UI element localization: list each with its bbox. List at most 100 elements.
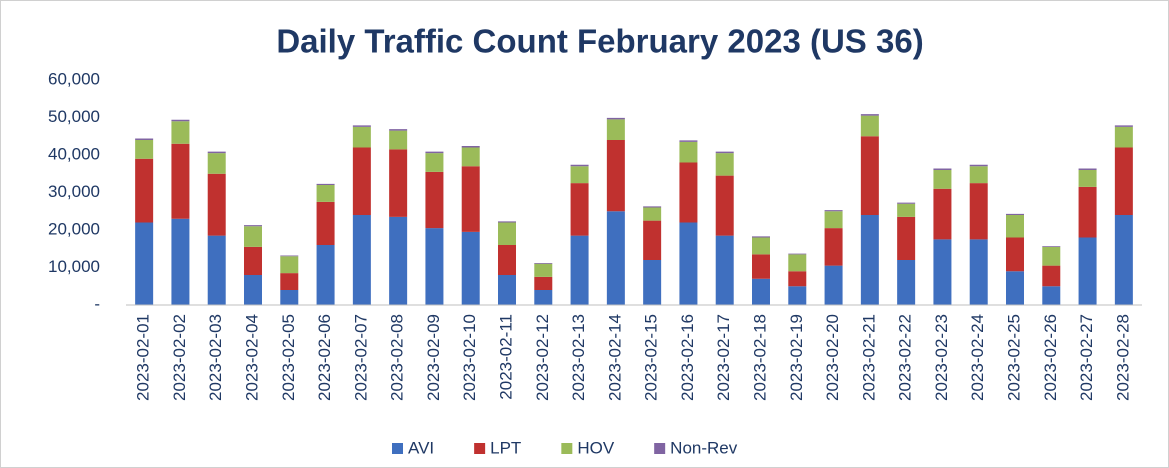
bar-segment [498, 222, 516, 245]
bar-segment [316, 245, 335, 305]
x-tick-label: 2023-02-24 [968, 314, 987, 401]
bar-segment [135, 158, 154, 223]
bar-segment [679, 140, 698, 142]
bar-segment [534, 276, 553, 290]
bar-segment [570, 166, 589, 184]
bar-segment [534, 263, 553, 264]
bar-segment [788, 286, 807, 305]
bar-segment [1006, 213, 1024, 215]
bar-segment [897, 260, 916, 305]
bar-segment [969, 166, 988, 184]
bar-segment [897, 216, 916, 260]
bar-segment [715, 151, 734, 154]
legend-label: Non-Rev [670, 438, 738, 457]
x-tick-label: 2023-02-25 [1004, 314, 1023, 401]
bar-segment [244, 275, 262, 305]
bar-segment [715, 235, 734, 305]
x-tick-label: 2023-02-10 [460, 314, 479, 401]
legend-label: AVI [408, 438, 434, 457]
legend-label: HOV [577, 438, 615, 457]
bar-segment [498, 221, 516, 223]
bar-segment [606, 211, 625, 305]
bar-segment [135, 140, 154, 159]
y-tick-label: 40,000 [48, 144, 100, 163]
x-tick-label: 2023-02-02 [170, 314, 189, 401]
bar-segment [316, 183, 335, 185]
x-tick-label: 2023-02-08 [388, 314, 407, 401]
bar-segment [1114, 215, 1133, 305]
bar-segment [171, 143, 190, 219]
bar-segment [752, 237, 770, 255]
x-tick-label: 2023-02-20 [823, 314, 842, 401]
bar-segment [280, 255, 299, 257]
x-tick-label: 2023-02-15 [642, 314, 661, 401]
x-tick-label: 2023-02-13 [569, 314, 588, 401]
bar-segment [534, 290, 553, 305]
bar-segment [1114, 126, 1133, 148]
bar-segment [244, 226, 262, 247]
bar-segment [1006, 271, 1024, 305]
y-tick-label: 60,000 [48, 69, 100, 88]
y-tick-label: 10,000 [48, 257, 100, 276]
x-tick-label: 2023-02-03 [206, 314, 225, 401]
bar-segment [969, 183, 988, 240]
bar-segment [752, 236, 770, 238]
bar-segment [1078, 170, 1097, 187]
bar-segment [425, 228, 444, 305]
bar-segment [1078, 237, 1097, 305]
bar-segment [643, 207, 662, 221]
x-tick-label: 2023-02-05 [279, 314, 298, 401]
bar-segment [171, 119, 190, 122]
x-tick-label: 2023-02-14 [605, 314, 624, 401]
bar-segment [461, 231, 480, 305]
bar-segment [352, 147, 371, 215]
bar-segment [207, 153, 226, 174]
x-tick-label: 2023-02-26 [1041, 314, 1060, 401]
bar-segment [679, 141, 698, 163]
bar-segment [933, 168, 952, 170]
bar-segment [280, 256, 299, 274]
bar-segment [135, 138, 154, 140]
x-tick-label: 2023-02-27 [1077, 314, 1096, 401]
bar-segment [860, 136, 879, 215]
x-tick-label: 2023-02-16 [678, 314, 697, 401]
bar-segment [570, 164, 589, 167]
bar-segment [425, 153, 444, 172]
bar-segment [1114, 147, 1133, 215]
bar-segment [1042, 246, 1061, 247]
legend-swatch [654, 443, 666, 454]
bar-segment [933, 188, 952, 240]
x-tick-label: 2023-02-11 [496, 314, 515, 400]
y-tick-label: 30,000 [48, 182, 100, 201]
x-tick-label: 2023-02-12 [533, 314, 552, 401]
bar-segment [244, 225, 262, 227]
x-tick-label: 2023-02-07 [351, 314, 370, 401]
bar-segment [933, 239, 952, 305]
bar-segment [425, 151, 444, 154]
bar-segment [606, 119, 625, 140]
legend-swatch [561, 443, 573, 454]
x-tick-label: 2023-02-04 [242, 314, 261, 401]
bar-segment [352, 215, 371, 305]
bar-segment [788, 271, 807, 287]
bar-segment [1006, 215, 1024, 238]
bar-segment [643, 260, 662, 305]
legend-swatch [392, 443, 403, 454]
bar-segment [715, 153, 734, 176]
bar-segment [498, 245, 516, 275]
bar-segment [1114, 125, 1133, 127]
bar-segment [1078, 186, 1097, 238]
bar-segment [1042, 265, 1061, 287]
bar-segment [824, 228, 843, 266]
y-tick-label: 20,000 [48, 219, 100, 238]
bar-segment [752, 254, 770, 279]
bar-segment [824, 210, 843, 212]
bar-segment [280, 273, 299, 290]
bar-segment [207, 173, 226, 236]
bar-segment [715, 175, 734, 236]
bar-segment [860, 215, 879, 305]
bar-segment [969, 239, 988, 305]
bar-segment [425, 171, 444, 229]
legend-swatch [474, 443, 486, 454]
